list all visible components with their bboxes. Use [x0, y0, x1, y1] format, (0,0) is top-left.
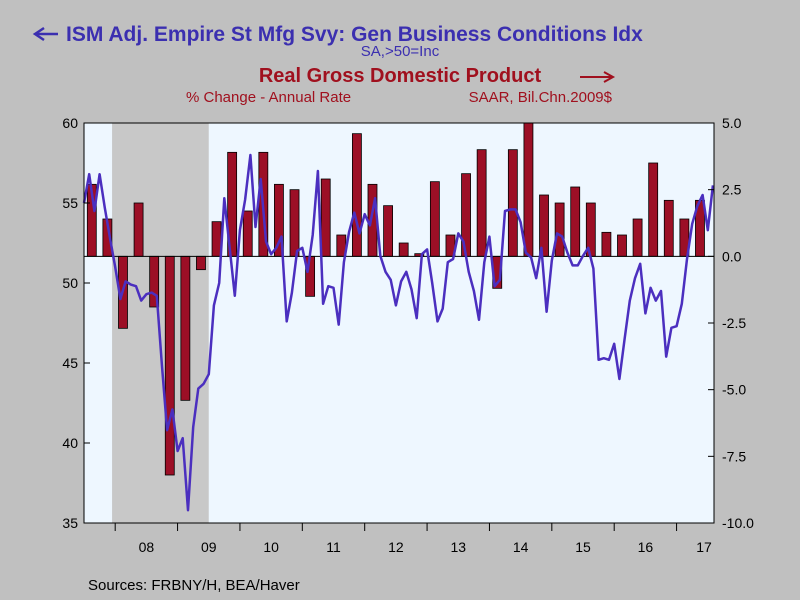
x-tick-label: 16: [638, 539, 654, 555]
gdp-bar: [133, 202, 144, 257]
right-tick-label: -2.5: [722, 315, 746, 331]
x-tick-label: 17: [696, 539, 712, 555]
left-tick-label: 45: [62, 355, 78, 371]
gdp-bar: [554, 202, 565, 257]
right-tick-label: 5.0: [722, 115, 742, 131]
left-series-legend: ISM Adj. Empire St Mfg Svy: Gen Business…: [32, 23, 643, 60]
right-tick-label: -10.0: [722, 515, 754, 531]
gdp-bar: [429, 181, 440, 257]
x-tick-label: 12: [388, 539, 404, 555]
gdp-bar: [180, 255, 191, 401]
gdp-bar: [398, 242, 409, 257]
right-series-legend: Real Gross Domestic Product % Change - A…: [186, 65, 616, 106]
left-tick-label: 60: [62, 115, 78, 131]
ism-line: [82, 153, 715, 512]
gdp-bar: [242, 210, 253, 257]
gdp-bar: [601, 231, 612, 257]
right-tick-label: -7.5: [722, 448, 746, 464]
gdp-bar: [164, 255, 175, 476]
gdp-bar: [367, 183, 378, 257]
gdp-bar: [196, 255, 206, 271]
right-arrowhead-icon: [603, 71, 616, 83]
left-series-title: ISM Adj. Empire St Mfg Svy: Gen Business…: [66, 23, 643, 46]
gdp-bar: [632, 218, 643, 257]
recession-shading: [112, 123, 209, 523]
right-series-sub-left: % Change - Annual Rate: [186, 89, 351, 106]
x-tick-label: 15: [575, 539, 591, 555]
x-tick-label: 13: [450, 539, 466, 555]
gdp-bar: [663, 199, 674, 257]
gdp-bar: [507, 149, 518, 257]
gdp-bar: [523, 122, 534, 257]
right-series-title: Real Gross Domestic Product: [259, 65, 542, 87]
x-axis: 08 09 10 11 12 13 14 15 16 17: [114, 523, 712, 555]
x-tick-label: 08: [139, 539, 155, 555]
left-tick-label: 40: [62, 435, 78, 451]
x-tick-label: 10: [263, 539, 279, 555]
right-axis: -10.0 -7.5 -5.0 -2.5 0.0 2.5 5.0: [708, 115, 754, 531]
left-tick-label: 50: [62, 275, 78, 291]
gdp-bar: [648, 162, 659, 257]
gdp-bar: [570, 186, 581, 257]
right-tick-label: 2.5: [722, 182, 742, 198]
x-tick-label: 14: [513, 539, 529, 555]
right-tick-label: 0.0: [722, 248, 742, 264]
gdp-bar: [289, 189, 300, 257]
source-note: Sources: FRBNY/H, BEA/Haver: [88, 577, 300, 594]
gdp-bar: [617, 234, 627, 257]
gdp-bar: [211, 221, 222, 257]
left-arrowhead-icon: [32, 26, 45, 42]
left-axis: 35 40 45 50 55 60: [62, 115, 90, 531]
x-tick-label: 09: [201, 539, 217, 555]
left-tick-label: 55: [62, 195, 78, 211]
right-tick-label: -5.0: [722, 382, 746, 398]
gdp-bar: [476, 149, 487, 257]
right-series-sub-right: SAAR, Bil.Chn.2009$: [469, 89, 613, 106]
gdp-bar: [305, 255, 316, 297]
x-tick-label: 11: [326, 539, 341, 555]
gdp-bar: [320, 178, 331, 257]
left-tick-label: 35: [62, 515, 78, 531]
left-series-subtitle: SA,>50=Inc: [361, 43, 440, 60]
gdp-bar: [383, 205, 393, 257]
gdp-bar: [351, 133, 362, 257]
